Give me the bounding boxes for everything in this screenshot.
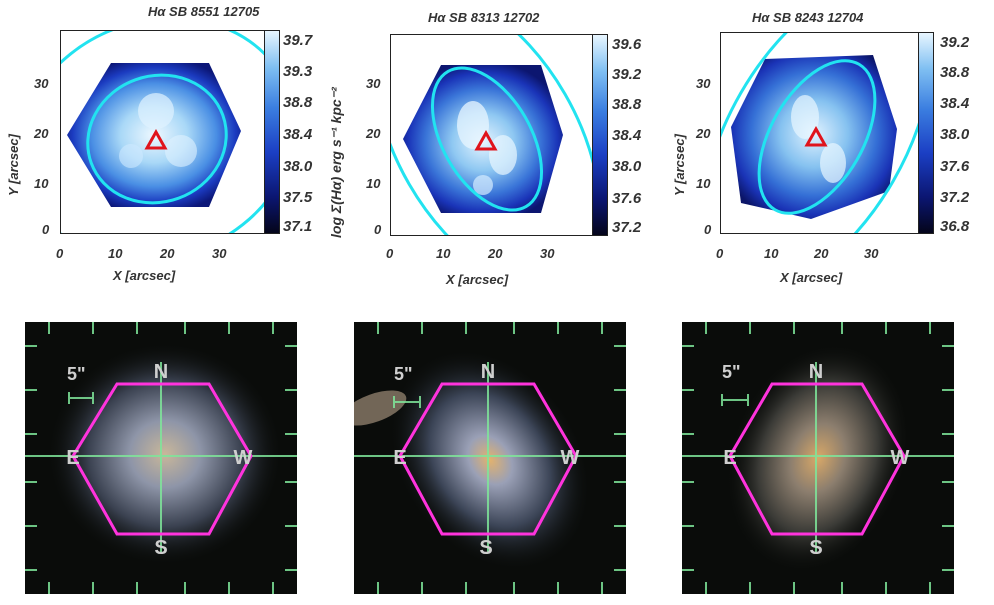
x-tick: 20	[814, 246, 829, 261]
y-tick: 0	[704, 222, 712, 237]
north-label: N	[809, 361, 823, 383]
colorbar-tick: 38.0	[612, 158, 642, 175]
panel-title: Hα SB 8243 12704	[752, 10, 864, 25]
colorbar-tick: 39.2	[940, 34, 970, 51]
colorbar-tick: 37.2	[940, 189, 970, 206]
outer-ellipse	[721, 33, 919, 233]
colorbar	[918, 32, 934, 234]
center-marker	[144, 128, 168, 150]
y-tick: 0	[374, 222, 382, 237]
east-label: E	[723, 447, 736, 469]
colorbar-tick: 37.5	[283, 189, 313, 206]
south-label: S	[809, 537, 822, 559]
y-axis-label: Y [arcsec]	[672, 134, 687, 196]
halpha-map	[720, 32, 920, 234]
ifu-hexagon	[398, 382, 578, 536]
colorbar-tick: 37.6	[612, 190, 642, 207]
x-tick: 0	[56, 246, 64, 261]
scale-label: 5"	[722, 362, 741, 382]
halpha-map	[60, 30, 268, 234]
colorbar-tick: 38.0	[940, 126, 970, 143]
x-tick: 20	[488, 246, 503, 261]
west-label: W	[234, 447, 253, 469]
inner-ellipse	[430, 66, 544, 212]
north-label: N	[154, 361, 168, 383]
east-label: E	[66, 447, 79, 469]
colorbar-tick: 38.8	[612, 96, 642, 113]
y-tick: 10	[366, 176, 381, 191]
y-tick: 30	[34, 76, 49, 91]
colorbar-tick: 37.1	[283, 218, 313, 235]
colorbar-tick: 37.2	[612, 219, 642, 236]
north-label: N	[481, 361, 495, 383]
scale-label: 5"	[394, 364, 413, 384]
y-axis-label: Y [arcsec]	[6, 134, 21, 196]
galaxy-image-1: N S E W 5"	[25, 322, 297, 594]
outer-ellipse	[391, 35, 595, 235]
scale-label: 5"	[67, 364, 86, 384]
galaxy-image-3: N S E W 5"	[682, 322, 954, 594]
colorbar-label: log Σ(Hα) erg s⁻¹ kpc⁻²	[328, 87, 344, 238]
y-tick: 30	[696, 76, 711, 91]
colorbar-tick: 39.6	[612, 36, 642, 53]
colorbar	[592, 34, 608, 236]
x-tick: 0	[716, 246, 724, 261]
colorbar-tick: 38.8	[283, 94, 313, 111]
y-tick: 20	[34, 126, 49, 141]
west-label: W	[891, 447, 910, 469]
x-tick: 30	[864, 246, 879, 261]
colorbar-tick: 38.4	[612, 127, 642, 144]
x-tick: 0	[386, 246, 394, 261]
panel-title: Hα SB 8313 12702	[428, 10, 540, 25]
colorbar-tick: 37.6	[940, 158, 970, 175]
y-tick: 30	[366, 76, 381, 91]
ifu-hexagon	[728, 382, 906, 536]
galaxy-image-2: N S E W 5"	[354, 322, 626, 594]
x-tick: 10	[108, 246, 123, 261]
x-tick: 10	[764, 246, 779, 261]
x-tick: 20	[160, 246, 175, 261]
y-tick: 20	[366, 126, 381, 141]
y-tick: 20	[696, 126, 711, 141]
x-tick: 30	[540, 246, 555, 261]
east-label: E	[393, 447, 406, 469]
colorbar-tick: 39.2	[612, 66, 642, 83]
y-tick: 10	[696, 176, 711, 191]
x-axis-label: X [arcsec]	[446, 272, 509, 287]
y-tick: 0	[42, 222, 50, 237]
colorbar-tick: 39.7	[283, 32, 313, 49]
colorbar	[264, 30, 280, 234]
halpha-map	[390, 34, 596, 236]
colorbar-tick: 38.4	[283, 126, 313, 143]
x-tick: 30	[212, 246, 227, 261]
x-tick: 10	[436, 246, 451, 261]
y-tick: 10	[34, 176, 49, 191]
west-label: W	[561, 447, 580, 469]
inner-ellipse	[86, 73, 228, 205]
center-marker	[804, 125, 828, 147]
colorbar-tick: 36.8	[940, 218, 970, 235]
x-axis-label: X [arcsec]	[113, 268, 176, 283]
colorbar-tick: 38.8	[940, 64, 970, 81]
colorbar-tick: 38.0	[283, 158, 313, 175]
ifu-footprint	[731, 55, 897, 219]
inner-ellipse	[757, 59, 877, 215]
colorbar-tick: 38.4	[940, 95, 970, 112]
x-axis-label: X [arcsec]	[780, 270, 843, 285]
ifu-hexagon	[71, 382, 253, 536]
center-marker	[474, 129, 498, 151]
south-label: S	[479, 537, 492, 559]
colorbar-tick: 39.3	[283, 63, 313, 80]
panel-title: Hα SB 8551 12705	[148, 4, 260, 19]
south-label: S	[154, 537, 167, 559]
